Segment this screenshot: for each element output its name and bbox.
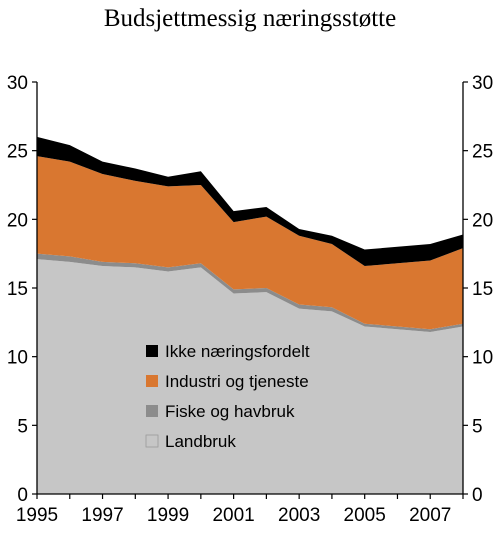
y-tick-label-left: 5: [17, 416, 28, 437]
area-layer: [37, 136, 463, 494]
legend-swatch-ikke-naeringsfordelt: [146, 345, 158, 357]
legend-swatch-industri-og-tjeneste: [146, 375, 158, 387]
y-tick-label-right: 5: [472, 416, 483, 437]
y-tick-label-left: 0: [17, 485, 28, 506]
legend-label-landbruk: Landbruk: [165, 432, 236, 451]
y-tick-label-right: 15: [472, 279, 493, 300]
legend-label-industri-og-tjeneste: Industri og tjeneste: [165, 372, 309, 391]
y-tick-label-right: 20: [472, 210, 493, 231]
x-tick-label: 1995: [16, 505, 58, 526]
x-tick-label: 1999: [147, 505, 189, 526]
x-tick-label: 2001: [212, 505, 254, 526]
y-tick-label-left: 20: [7, 210, 28, 231]
area-ikke-naeringsfordelt: [37, 136, 463, 267]
legend-label-ikke-naeringsfordelt: Ikke næringsfordelt: [165, 342, 310, 361]
y-tick-label-left: 15: [7, 279, 28, 300]
legend-swatch-landbruk: [145, 434, 159, 448]
area-industri-og-tjeneste: [37, 156, 463, 330]
legend: Ikke næringsfordelt Industri og tjeneste F…: [145, 342, 310, 451]
area-fiske-og-havbruk: [37, 253, 463, 332]
x-tick-label: 2005: [344, 505, 386, 526]
y-tick-label-right: 10: [472, 348, 493, 369]
legend-swatch-fiske-og-havbruk: [146, 405, 158, 417]
y-tick-label-right: 30: [472, 73, 493, 94]
area-landbruk: [37, 259, 463, 494]
axes: 0 0 5 5 10 10 15 15 20 20 25 25 30 30 1995 1997 1999 2001…: [7, 73, 493, 526]
x-tick-label: 1997: [81, 505, 123, 526]
x-tick-label: 2007: [409, 505, 451, 526]
y-tick-label-right: 0: [472, 485, 483, 506]
y-tick-label-right: 25: [472, 142, 493, 163]
y-tick-label-left: 30: [7, 73, 28, 94]
chart-title: Budsjettmessig næringsstøtte: [104, 5, 396, 32]
y-tick-label-left: 10: [7, 348, 28, 369]
legend-label-fiske-og-havbruk: Fiske og havbruk: [165, 402, 295, 421]
x-tick-label: 2003: [278, 505, 320, 526]
y-tick-label-left: 25: [7, 142, 28, 163]
